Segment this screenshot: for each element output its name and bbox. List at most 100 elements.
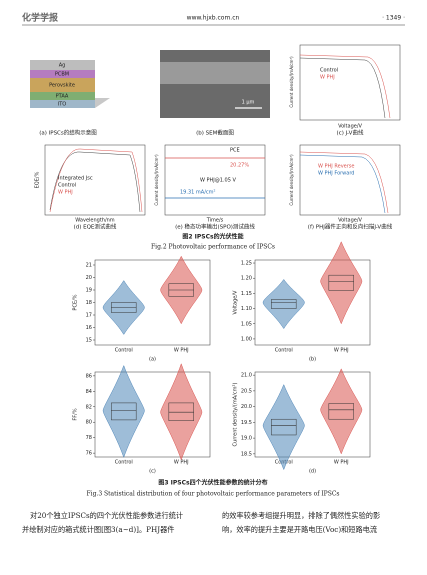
body-text: 响，效率的提升主要是开路电压(Voc)和短路电流 xyxy=(222,525,377,534)
y-tick-label: 1.10 xyxy=(241,306,252,312)
plot-frame xyxy=(254,259,371,346)
x-tick-label: W PHJ xyxy=(334,460,349,466)
x-tick-label: W PHJ xyxy=(334,348,349,354)
body-text: 对20个独立IPSCs的四个光伏性能参数进行统计 xyxy=(30,511,183,520)
y-tick-label: 17 xyxy=(86,313,92,319)
note: PCE xyxy=(230,148,240,154)
box xyxy=(168,402,194,421)
legend-label: W PHJ Reverse xyxy=(318,164,354,170)
y-axis-label: Voltage/V xyxy=(233,290,239,314)
plot-frame xyxy=(94,371,211,458)
y-tick-label: 16 xyxy=(86,325,92,331)
x-tick-label: W PHJ xyxy=(174,460,189,466)
y-axis-label: Current density/(mA/cm²) xyxy=(289,154,294,206)
box xyxy=(271,418,297,436)
panel-label: (b) xyxy=(309,357,316,363)
panel-caption: (e) 稳态功率输出(SPO)测试曲线 xyxy=(175,223,255,231)
y-tick-label: 1.15 xyxy=(241,291,252,297)
jv-curve xyxy=(299,54,391,119)
y-tick-label: 80 xyxy=(86,420,92,426)
layer-label: PTAA xyxy=(56,94,69,100)
device-stack xyxy=(30,60,110,108)
eqe-curve xyxy=(49,148,143,213)
y-axis-label: FF/% xyxy=(73,408,79,420)
y-tick-label: 21 xyxy=(86,263,92,269)
box xyxy=(328,403,354,420)
legend-label: W PHJ Forward xyxy=(318,171,354,177)
y-tick-label: 1.20 xyxy=(241,276,252,282)
box xyxy=(328,274,354,291)
x-tick-label: Control xyxy=(115,460,133,466)
body-text: 并绘制对应的箱式统计图[图3(a~d)]。PHJ器件 xyxy=(22,525,175,534)
note: 19.31 mA/cm² xyxy=(180,190,216,196)
y-tick-label: 20 xyxy=(86,275,92,281)
violin-shape xyxy=(262,383,305,471)
y-axis-label: Current density/(mA/cm²) xyxy=(233,383,239,447)
y-tick-label: 86 xyxy=(86,373,92,379)
figure-caption: 图3 IPSCs四个光伏性能参数的统计分布 xyxy=(158,479,267,487)
figure-caption: Fig.2 Photovoltaic performance of IPSCs xyxy=(151,244,275,251)
jv-curve xyxy=(299,57,386,119)
box xyxy=(111,402,137,421)
plot-frame xyxy=(299,44,401,121)
jv-curve xyxy=(299,151,389,214)
violin-shape xyxy=(320,241,363,325)
body-text: 的效率较参考组提升明显，排除了偶然性实验的影 xyxy=(222,511,380,520)
page-number: · 1349 · xyxy=(382,15,405,22)
sem-layer xyxy=(160,62,270,84)
panel-label: (c) xyxy=(149,469,156,475)
eqe-curve xyxy=(49,151,141,213)
figure-caption: Fig.3 Statistical distribution of four p… xyxy=(86,491,339,498)
jv-curve xyxy=(299,154,386,214)
panel-label: (a) xyxy=(149,357,156,363)
y-tick-label: 1.00 xyxy=(241,336,252,342)
y-tick-label: 20.5 xyxy=(241,388,252,394)
y-axis-label: PCE/% xyxy=(73,294,79,310)
panel-caption: (c) J-V曲线 xyxy=(337,129,364,137)
plot-frame xyxy=(254,371,371,458)
y-tick-label: 19.5 xyxy=(241,420,252,426)
y-tick-label: 15 xyxy=(86,338,92,344)
y-tick-label: 1.05 xyxy=(241,321,252,327)
legend-label: W PHJ xyxy=(58,190,73,196)
panel-caption: (f) PHJ器件正向和反向扫描J-V曲线 xyxy=(308,223,393,231)
violin-shape xyxy=(262,279,305,330)
y-axis-label: Current density/(mA/cm²) xyxy=(289,56,294,108)
y-tick-label: 78 xyxy=(86,435,92,441)
panel-caption: (b) SEM截面图 xyxy=(196,129,234,137)
legend-label: Control xyxy=(320,68,338,74)
layer-label: Perovskite xyxy=(49,83,75,89)
y-axis-label: EQE/% xyxy=(35,171,41,188)
y-axis-label: Current density/(mA/cm²) xyxy=(154,154,159,206)
violin-shape xyxy=(160,363,203,461)
x-axis-label: Time/s xyxy=(206,218,224,224)
y-tick-label: 18.5 xyxy=(241,451,252,457)
journal-url: www.hjxb.com.cn xyxy=(187,15,240,22)
panel-label: (d) xyxy=(309,469,316,475)
x-tick-label: W PHJ xyxy=(174,348,189,354)
y-tick-label: 19 xyxy=(86,288,92,294)
y-tick-label: 20.0 xyxy=(241,404,252,410)
y-tick-label: 18 xyxy=(86,300,92,306)
y-tick-label: 76 xyxy=(86,451,92,457)
panel-caption: (d) EQE测试曲线 xyxy=(74,223,117,231)
layer-label: PCBM xyxy=(55,72,69,78)
plot-frame xyxy=(44,144,146,216)
x-tick-label: Control xyxy=(115,348,133,354)
legend-label: W PHJ xyxy=(320,75,335,81)
legend-label: Integrated Jsc xyxy=(58,176,93,182)
x-axis-label: Wavelength/nm xyxy=(75,218,115,224)
plot-frame xyxy=(164,144,266,216)
box xyxy=(271,299,297,309)
panel-caption: (a) IPSCs的结构示意图 xyxy=(39,129,97,137)
y-tick-label: 1.25 xyxy=(241,261,252,267)
scale-label: 1 μm xyxy=(242,100,255,106)
layer-label: ITO xyxy=(58,102,67,108)
y-tick-label: 21.0 xyxy=(241,373,252,379)
figure-caption: 图2 IPSCs的光伏性能 xyxy=(182,233,243,241)
x-tick-label: Control xyxy=(275,348,293,354)
y-tick-label: 82 xyxy=(86,404,92,410)
x-axis-label: Voltage/V xyxy=(338,218,362,224)
y-tick-label: 84 xyxy=(86,389,92,395)
